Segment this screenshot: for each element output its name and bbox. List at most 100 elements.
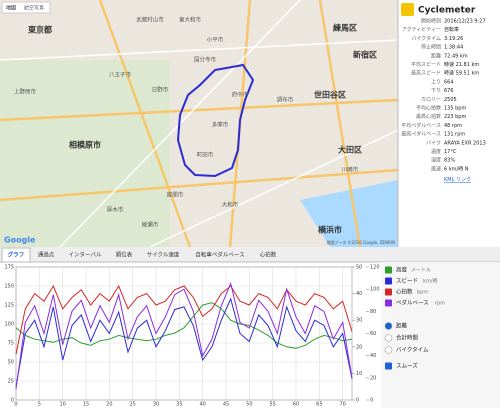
map-attribution: 地図データ ©2016 Google, ZENRIN <box>326 239 395 245</box>
legend-checkbox[interactable] <box>385 299 392 307</box>
tab[interactable]: インターバル <box>69 251 102 259</box>
y-tick-label: 125 <box>4 303 14 309</box>
map-label: 綾瀬市 <box>142 221 159 229</box>
legend-checkbox[interactable] <box>385 266 392 274</box>
legend-unit: km/時 <box>423 279 437 285</box>
stat-value: 時速 21.81 km <box>444 62 479 68</box>
stat-label: バイク <box>426 140 441 146</box>
x-tick-label: 10 <box>59 402 65 408</box>
stat-value: ARAYA EXR 2013 <box>444 140 486 146</box>
legend-name: 高度 <box>396 266 408 274</box>
tab[interactable]: 自転車ペダルベース <box>195 251 244 259</box>
stat-value: 48 rpm <box>444 123 462 129</box>
series-line <box>15 302 353 349</box>
stat-value: 3:19:26 <box>444 36 463 42</box>
map-label: 座間市 <box>167 191 184 199</box>
y2-tick-label: 30 <box>356 318 362 324</box>
map-forest <box>0 60 170 247</box>
x-tick-label: 30 <box>153 402 159 408</box>
kml-link[interactable]: KML リンク <box>444 177 471 183</box>
x-tick-label: 40 <box>199 402 205 408</box>
stat-value: 131 rpm <box>444 132 465 138</box>
map-label: 多摩市 <box>212 121 229 129</box>
map[interactable] <box>0 0 399 248</box>
tab[interactable]: 順位表 <box>116 251 133 259</box>
x-tick-label: 60 <box>293 402 299 408</box>
stat-value: 135 bpm <box>444 106 466 112</box>
y3-tick-label: 40 <box>370 353 376 359</box>
stat-label: 温度 <box>431 148 441 155</box>
stat-value: 2016/12/23 9:27 <box>444 19 486 25</box>
stat-label: 最高心拍数 <box>416 113 441 120</box>
stat-label: 下り <box>431 88 441 94</box>
app-name: Cyclemeter <box>418 6 476 16</box>
map-label: 新宿区 <box>353 50 377 60</box>
app-icon <box>401 3 414 16</box>
y2-tick-label: 40 <box>356 291 362 297</box>
stat-label: 最高スピード <box>411 70 441 77</box>
stat-label: 開始時刻 <box>421 18 441 25</box>
map-label: 八王子市 <box>109 71 132 79</box>
map-label: 厚木市 <box>107 206 124 214</box>
series-line <box>15 284 353 355</box>
map-label: 小平市 <box>207 36 224 44</box>
map-label: 大和市 <box>222 201 239 209</box>
stat-label: 平均心拍数 <box>416 105 441 112</box>
y3-tick-label: 120 <box>370 265 380 271</box>
stat-label: 平均ペダルベース <box>401 122 441 129</box>
y-tick-label: 150 <box>4 284 14 290</box>
tab-bar <box>0 247 500 262</box>
google-logo: Google <box>4 236 36 245</box>
y2-tick-label: 0 <box>356 398 359 404</box>
stat-value: 83% <box>444 158 455 164</box>
legend-checkbox[interactable] <box>385 277 392 285</box>
y3-tick-label: 20 <box>370 375 376 381</box>
x-tick-label: 20 <box>106 402 112 408</box>
tab[interactable]: サイクル速度 <box>147 251 180 259</box>
y-tick-label: 0 <box>11 398 14 404</box>
stat-label: 平均スピード <box>411 61 441 68</box>
stat-label: 距離 <box>431 52 441 59</box>
map-label: 横浜市 <box>318 225 342 235</box>
smooth-checkbox[interactable] <box>385 362 392 370</box>
map-label: 練馬区 <box>333 23 357 33</box>
map-type-tab[interactable]: 地図 <box>6 5 16 12</box>
map-type-tab[interactable]: 航空写真 <box>24 5 44 12</box>
legend-unit: bpm <box>417 290 428 296</box>
x-option-label: 合計時間 <box>396 334 419 342</box>
stat-label: 停止時間 <box>421 44 441 51</box>
x-tick-label: 55 <box>269 402 275 408</box>
x-option-radio[interactable] <box>384 346 393 354</box>
legend-panel <box>381 262 500 408</box>
stat-label: 風速 <box>431 166 441 172</box>
legend-checkbox[interactable] <box>385 288 392 296</box>
stat-value: 676 <box>444 88 454 94</box>
y2-tick-label: 20 <box>356 344 362 350</box>
x-tick-label: 45 <box>223 402 229 408</box>
stat-value: 1:38:44 <box>444 45 463 51</box>
stat-value: 72.49 km <box>444 53 468 59</box>
map-label: 大田区 <box>338 145 362 155</box>
map-type-box <box>1 1 51 14</box>
legend-name: スピード <box>396 278 418 285</box>
stat-label: カロリー <box>421 97 441 103</box>
stat-value: 664 <box>444 79 454 85</box>
map-label: 上野原市 <box>14 88 37 96</box>
x-tick-label: 0 <box>14 402 17 408</box>
stat-label: 湿度 <box>431 157 441 164</box>
x-option-label: バイクタイム <box>396 346 429 354</box>
x-option-radio[interactable] <box>384 322 393 330</box>
y-tick-label: 25 <box>8 379 14 385</box>
tab[interactable]: 通過点 <box>38 251 55 259</box>
tab[interactable]: 心拍数 <box>260 251 277 259</box>
legend-name: 心拍数 <box>396 288 413 296</box>
tab[interactable]: グラフ <box>8 251 25 259</box>
stat-value: 2505 <box>444 97 457 103</box>
y-tick-label: 50 <box>8 360 14 366</box>
y-tick-label: 175 <box>4 265 14 271</box>
x-tick-label: 15 <box>83 402 89 408</box>
x-option-radio[interactable] <box>384 334 393 342</box>
map-label: 国分寺市 <box>194 56 217 64</box>
map-label: 東大和市 <box>179 16 202 24</box>
